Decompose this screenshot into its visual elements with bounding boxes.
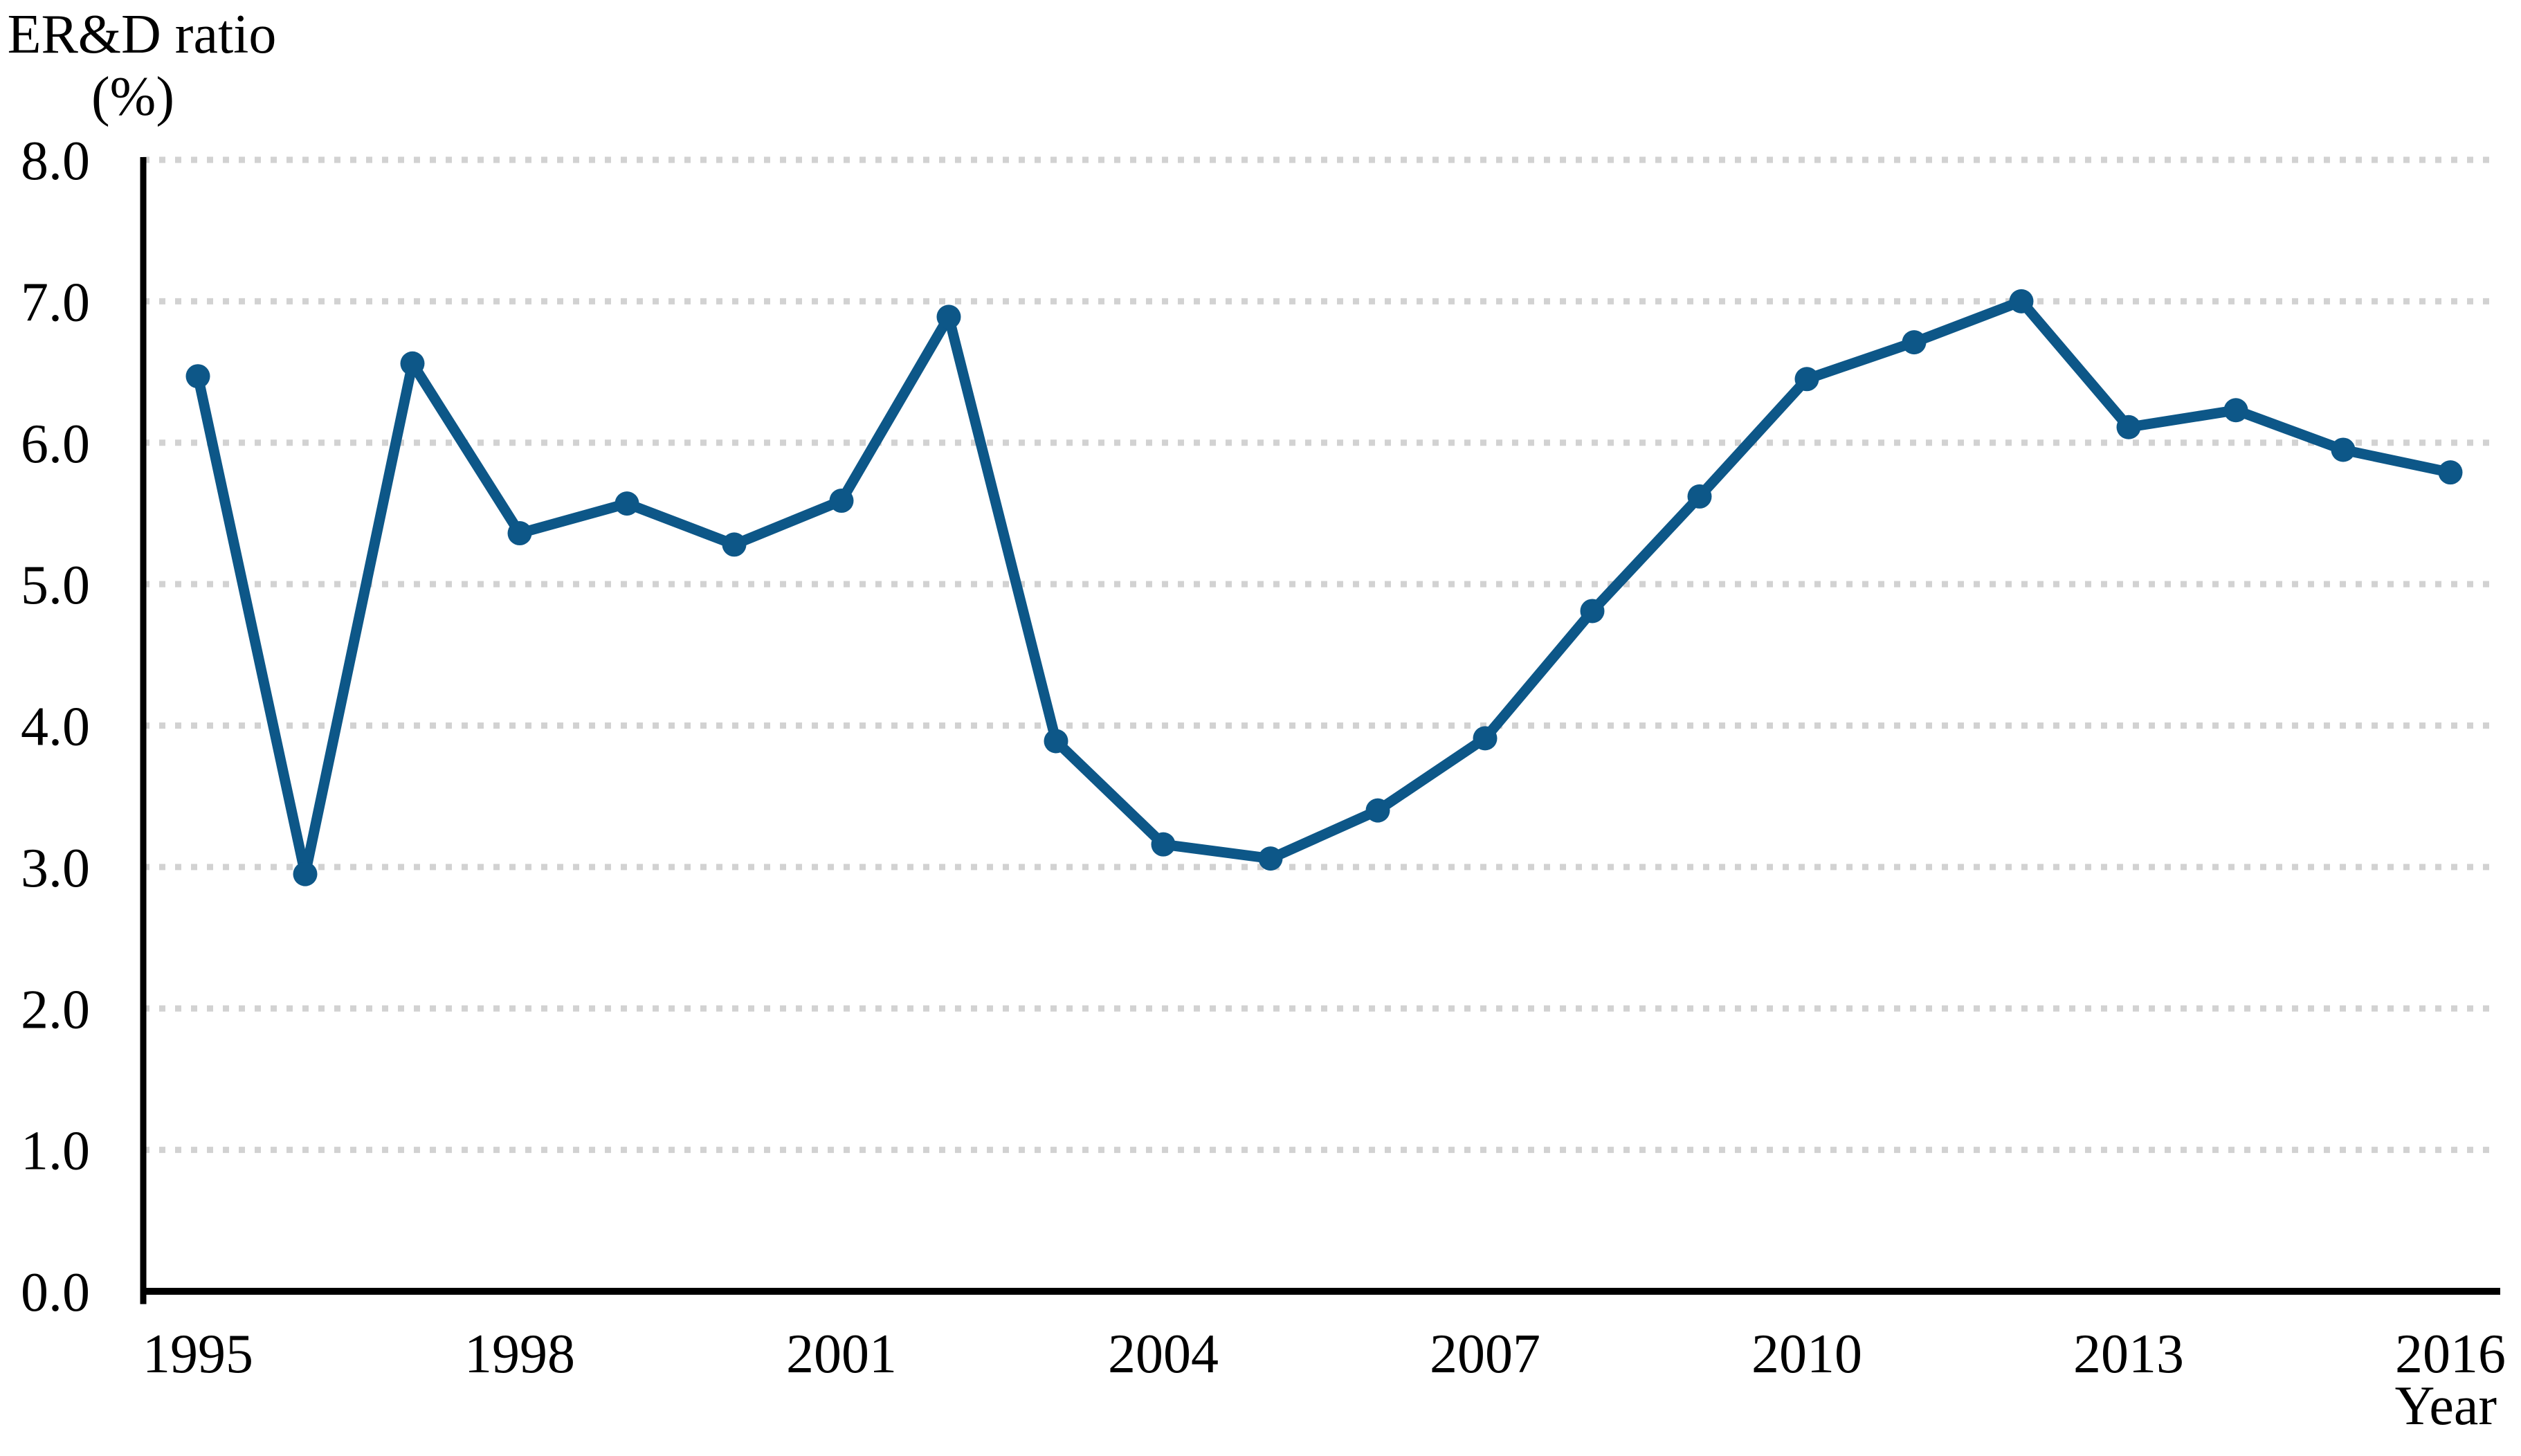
data-point	[507, 521, 532, 546]
data-point	[1365, 798, 1390, 823]
data-point	[2438, 460, 2463, 485]
y-tick-label: 8.0	[21, 131, 90, 192]
x-tick-label: 2001	[786, 1324, 897, 1385]
x-tick-labels-group: 1995 1998 2001 2004 2007 2010 2013 2016	[143, 1324, 2506, 1385]
data-point	[1902, 330, 1927, 355]
x-axis-title: Year	[2395, 1376, 2497, 1437]
data-point	[185, 364, 210, 389]
x-tick-label: 1995	[143, 1324, 253, 1385]
axes-group	[140, 157, 2500, 1304]
data-point	[1794, 367, 1819, 392]
x-tick-label: 2010	[1751, 1324, 1862, 1385]
y-tick-label: 6.0	[21, 414, 90, 475]
x-tick-label: 2016	[2395, 1324, 2506, 1385]
y-tick-label: 1.0	[21, 1121, 90, 1182]
data-point	[293, 862, 318, 886]
y-tick-label: 5.0	[21, 555, 90, 616]
y-tick-label: 3.0	[21, 838, 90, 899]
y-tick-label: 0.0	[21, 1262, 90, 1323]
data-point	[1473, 726, 1498, 751]
y-tick-label: 7.0	[21, 272, 90, 333]
data-point	[1258, 846, 1283, 871]
x-tick-label: 1998	[464, 1324, 575, 1385]
gridlines-group	[143, 156, 2498, 1154]
data-line	[192, 295, 2456, 880]
data-point	[2331, 437, 2356, 462]
y-tick-label: 2.0	[21, 979, 90, 1040]
y-axis-title-line2: (%)	[91, 66, 174, 127]
data-point	[615, 491, 639, 516]
data-point	[1580, 599, 1605, 624]
x-tick-label: 2007	[1430, 1324, 1540, 1385]
data-point	[1687, 484, 1712, 509]
data-point	[2009, 289, 2034, 313]
data-point	[2116, 415, 2141, 439]
data-point	[2223, 398, 2248, 423]
data-point	[1151, 832, 1176, 857]
data-series-group	[185, 289, 2463, 886]
data-point	[1044, 729, 1068, 754]
y-tick-label: 4.0	[21, 697, 90, 758]
x-tick-label: 2013	[2073, 1324, 2184, 1385]
y-axis-title-line1: ER&D ratio	[8, 4, 277, 65]
data-point	[829, 489, 854, 513]
x-tick-label: 2004	[1108, 1324, 1219, 1385]
data-point	[722, 532, 747, 557]
data-point	[400, 351, 425, 376]
data-point	[936, 304, 961, 329]
y-tick-labels-group: 0.0 1.0 2.0 3.0 4.0 5.0 6.0 7.0 8.0	[21, 131, 90, 1323]
